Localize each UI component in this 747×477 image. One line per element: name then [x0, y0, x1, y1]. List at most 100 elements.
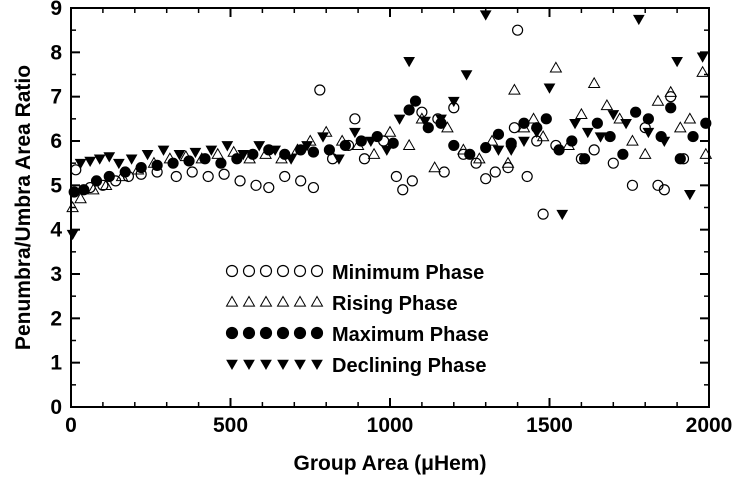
y-tick-label: 2 — [50, 307, 62, 330]
data-point — [671, 56, 683, 68]
data-point — [460, 70, 473, 81]
data-point — [620, 119, 632, 130]
data-point — [66, 200, 79, 213]
data-point — [323, 144, 335, 156]
data-point — [518, 117, 530, 129]
data-point — [604, 130, 616, 143]
data-point — [591, 117, 603, 129]
data-point — [397, 184, 409, 196]
data-point — [480, 142, 492, 154]
legend-marker — [276, 264, 290, 278]
data-point — [183, 155, 195, 167]
data-point — [390, 170, 402, 183]
x-axis-label: Group Area (μHem) — [294, 452, 487, 475]
data-point — [339, 139, 351, 152]
data-point — [642, 113, 654, 125]
data-point — [416, 106, 428, 118]
data-point — [581, 127, 594, 139]
legend-marker — [242, 264, 256, 278]
data-point — [511, 24, 524, 36]
legend-marker — [293, 326, 307, 340]
data-point — [566, 135, 578, 147]
data-point — [687, 130, 699, 143]
data-point — [74, 192, 87, 204]
data-point — [607, 157, 619, 169]
data-point — [367, 147, 381, 159]
legend-marker — [259, 326, 273, 340]
data-point — [285, 154, 297, 165]
legend-marker — [225, 295, 239, 307]
data-point — [638, 147, 652, 159]
legend-marker — [294, 359, 306, 371]
data-point — [521, 170, 533, 183]
data-point — [536, 130, 550, 142]
data-point — [90, 175, 103, 187]
x-tick-label: 1500 — [526, 414, 573, 437]
data-point — [540, 113, 552, 125]
y-tick-label: 5 — [50, 174, 62, 197]
legend-marker — [242, 326, 256, 340]
data-point — [112, 158, 125, 170]
legend-label: Minimum Phase — [332, 262, 484, 284]
legend-marker — [226, 359, 238, 371]
data-point — [383, 125, 397, 137]
data-point — [349, 113, 361, 125]
legend-marker — [243, 359, 255, 371]
data-point — [295, 175, 307, 187]
data-point — [84, 156, 97, 167]
data-point — [447, 96, 460, 108]
plot-frame — [70, 7, 710, 408]
legend-marker — [242, 295, 256, 307]
legend-marker — [311, 359, 323, 371]
data-point — [86, 183, 100, 195]
data-point — [269, 145, 282, 156]
legend-marker — [276, 295, 290, 307]
data-point — [231, 153, 243, 165]
data-point — [403, 104, 415, 116]
data-point — [508, 122, 521, 134]
data-point — [403, 56, 416, 68]
data-point — [250, 179, 262, 191]
data-point — [626, 134, 639, 146]
y-tick-label: 4 — [50, 219, 62, 242]
data-point — [642, 127, 655, 139]
data-point — [221, 141, 234, 152]
data-point — [167, 157, 179, 169]
data-point — [435, 114, 447, 125]
data-point — [587, 76, 601, 88]
data-point — [157, 145, 170, 156]
data-point — [658, 184, 670, 196]
data-point — [170, 170, 182, 183]
y-tick-label: 0 — [50, 396, 62, 419]
x-tick-label: 500 — [213, 414, 248, 437]
data-point — [485, 134, 499, 146]
data-point — [480, 173, 492, 185]
legend-marker — [260, 359, 272, 371]
data-point — [141, 150, 154, 161]
data-point — [553, 144, 565, 156]
data-point — [317, 132, 329, 143]
data-point — [537, 208, 549, 220]
y-tick-label: 8 — [50, 41, 62, 64]
data-point — [419, 116, 431, 128]
data-point — [518, 136, 530, 148]
data-point — [549, 61, 563, 73]
series-2 — [68, 95, 712, 198]
data-point — [349, 127, 361, 139]
data-point — [103, 152, 116, 163]
data-point — [543, 83, 556, 94]
legend: Minimum Phase Rising Phase Maximum Phase De… — [225, 262, 489, 377]
data-point — [464, 148, 476, 160]
data-points — [66, 10, 713, 241]
data-point — [448, 139, 460, 152]
data-point — [135, 162, 147, 174]
legend-marker — [225, 264, 239, 278]
data-point — [588, 144, 600, 156]
data-point — [527, 112, 540, 124]
data-point — [575, 107, 588, 120]
data-point — [569, 119, 581, 130]
data-point — [607, 110, 620, 121]
data-point — [70, 164, 82, 176]
data-point — [314, 84, 326, 96]
data-point — [501, 156, 515, 168]
